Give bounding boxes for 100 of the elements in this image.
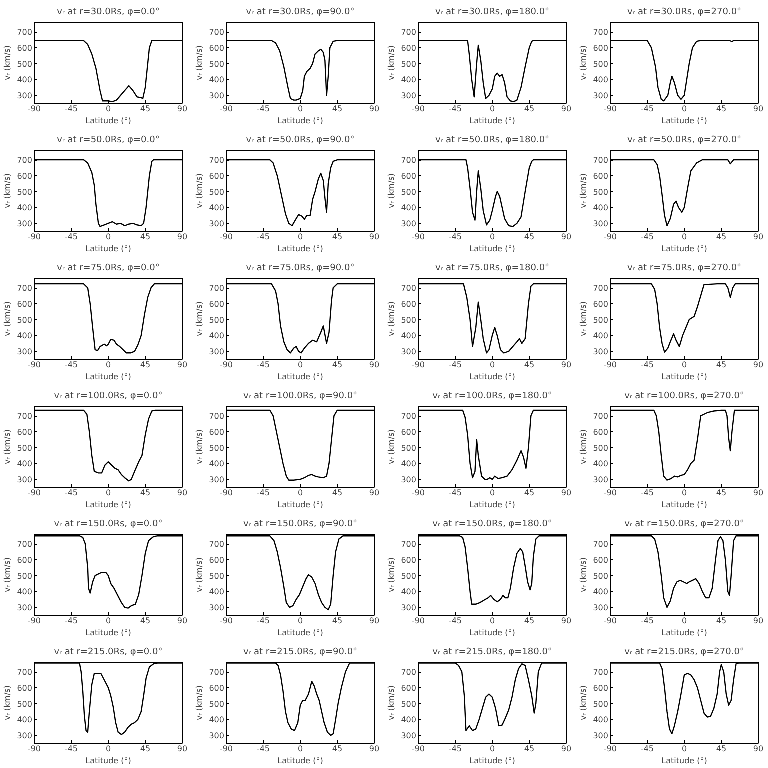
x-tick-label: -90	[604, 360, 618, 370]
y-tick-label: 400	[401, 204, 417, 213]
x-tick-label: -45	[256, 616, 270, 626]
x-tick-label: 90	[177, 488, 188, 498]
x-axis-title: Latitude (°)	[278, 116, 324, 126]
y-tick-label: 300	[209, 348, 225, 357]
y-tick-label: 600	[593, 300, 609, 309]
y-tick-label: 400	[209, 716, 225, 725]
y-tick-label: 600	[17, 44, 33, 53]
y-tick-label: 600	[593, 556, 609, 565]
x-axis-title: Latitude (°)	[470, 756, 516, 766]
x-axis-title: Latitude (°)	[278, 244, 324, 254]
x-tick-label: -45	[448, 744, 462, 754]
x-axis-title: Latitude (°)	[662, 756, 708, 766]
x-tick-label: -45	[640, 616, 654, 626]
y-tick-label: 600	[401, 684, 417, 693]
x-tick-label: 90	[369, 104, 380, 114]
x-tick-label: -45	[640, 488, 654, 498]
x-tick-label: 0	[490, 744, 496, 754]
x-tick-label: 0	[298, 232, 304, 242]
x-tick-label: 90	[369, 616, 380, 626]
x-tick-label: -45	[256, 360, 270, 370]
y-tick-label: 700	[209, 412, 225, 422]
chart-title: vᵣ at r=215.0Rs, φ=180.0°	[432, 648, 552, 658]
x-tick-label: -45	[256, 488, 270, 498]
x-tick-label: 0	[298, 616, 304, 626]
x-tick-label: -90	[604, 232, 618, 242]
x-tick-label: -90	[412, 104, 426, 114]
y-tick-label: 300	[593, 604, 609, 613]
y-tick-label: 600	[401, 428, 417, 437]
x-axis-title: Latitude (°)	[278, 372, 324, 382]
y-axis-title: vᵣ (km/s)	[195, 686, 204, 720]
x-tick-label: -45	[64, 488, 78, 498]
y-tick-label: 400	[593, 716, 609, 725]
x-tick-label: 0	[490, 488, 496, 498]
x-tick-label: -90	[604, 488, 618, 498]
y-tick-label: 700	[401, 412, 417, 422]
x-tick-label: 0	[490, 360, 496, 370]
chart-title: vᵣ at r=50.0Rs, φ=0.0°	[57, 136, 160, 146]
y-tick-label: 500	[209, 444, 225, 453]
x-tick-label: 90	[369, 744, 380, 754]
y-tick-label: 400	[17, 460, 33, 469]
y-tick-label: 500	[17, 572, 33, 581]
x-tick-label: -90	[412, 360, 426, 370]
y-axis-title: vᵣ (km/s)	[3, 302, 12, 336]
x-tick-label: 45	[140, 744, 151, 754]
x-tick-label: 90	[177, 616, 188, 626]
y-tick-label: 600	[593, 172, 609, 181]
x-tick-label: 0	[106, 232, 112, 242]
y-tick-label: 600	[209, 556, 225, 565]
y-tick-label: 700	[593, 540, 609, 550]
x-tick-label: 45	[332, 488, 343, 498]
y-tick-label: 400	[593, 332, 609, 341]
y-tick-label: 500	[593, 188, 609, 197]
x-tick-label: 0	[490, 232, 496, 242]
x-tick-label: 0	[106, 104, 112, 114]
y-tick-label: 600	[17, 172, 33, 181]
x-tick-label: -45	[64, 360, 78, 370]
x-tick-label: -90	[412, 232, 426, 242]
x-tick-label: 45	[716, 488, 727, 498]
y-tick-label: 400	[209, 460, 225, 469]
x-tick-label: 45	[716, 744, 727, 754]
x-tick-label: 90	[753, 360, 764, 370]
y-tick-label: 300	[209, 732, 225, 741]
chart-title: vᵣ at r=50.0Rs, φ=270.0°	[627, 136, 742, 146]
x-axis-title: Latitude (°)	[86, 372, 132, 382]
x-tick-label: 90	[369, 488, 380, 498]
x-axis-title: Latitude (°)	[662, 244, 708, 254]
y-tick-label: 300	[209, 92, 225, 101]
y-tick-label: 300	[593, 92, 609, 101]
x-axis-title: Latitude (°)	[86, 628, 132, 638]
x-tick-label: 0	[298, 744, 304, 754]
y-tick-label: 300	[17, 348, 33, 357]
y-axis-title: vᵣ (km/s)	[195, 46, 204, 80]
x-tick-label: 0	[298, 104, 304, 114]
x-tick-label: 90	[561, 232, 572, 242]
x-tick-label: 0	[682, 488, 688, 498]
y-tick-label: 500	[17, 700, 33, 709]
x-tick-label: 45	[332, 360, 343, 370]
x-tick-label: 0	[682, 232, 688, 242]
x-tick-label: -45	[448, 232, 462, 242]
x-tick-label: -90	[220, 744, 234, 754]
y-tick-label: 600	[209, 44, 225, 53]
y-tick-label: 600	[17, 300, 33, 309]
y-tick-label: 300	[593, 476, 609, 485]
x-tick-label: -90	[220, 488, 234, 498]
y-axis-title: vᵣ (km/s)	[3, 46, 12, 80]
y-tick-label: 300	[401, 220, 417, 229]
y-tick-label: 300	[593, 348, 609, 357]
y-tick-label: 600	[209, 684, 225, 693]
y-tick-label: 700	[401, 540, 417, 550]
y-tick-label: 300	[593, 220, 609, 229]
x-tick-label: -90	[412, 616, 426, 626]
y-tick-label: 600	[17, 556, 33, 565]
x-tick-label: 45	[332, 104, 343, 114]
chart-title: vᵣ at r=75.0Rs, φ=180.0°	[435, 264, 550, 274]
y-tick-label: 600	[593, 684, 609, 693]
x-tick-label: 0	[682, 616, 688, 626]
y-tick-label: 500	[593, 444, 609, 453]
y-tick-label: 700	[209, 284, 225, 294]
